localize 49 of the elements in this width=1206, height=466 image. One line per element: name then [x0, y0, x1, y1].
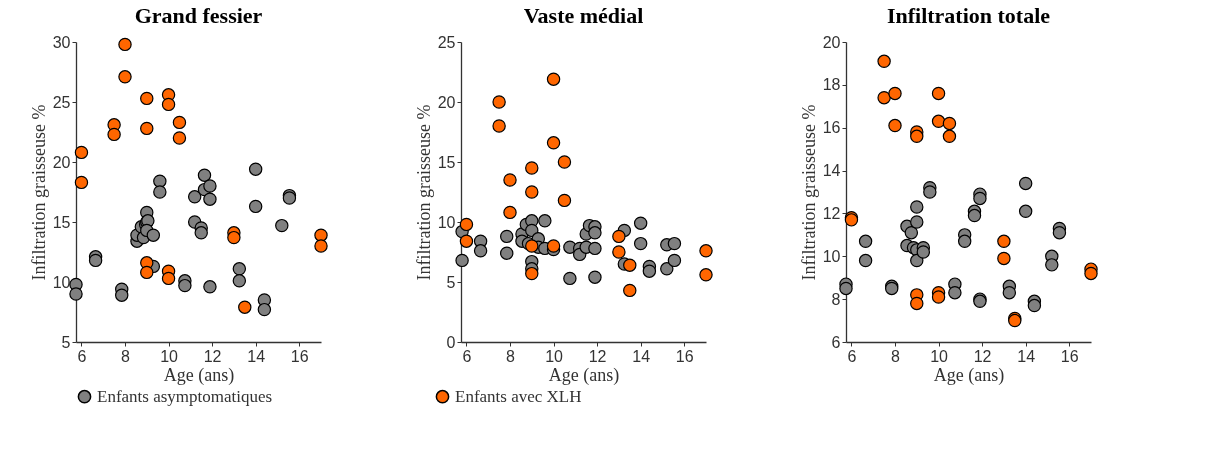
y-axis-title: Infiltration graisseuse % — [28, 104, 49, 281]
x-tick-label: 12 — [973, 347, 992, 365]
legend-label: Enfants asymptomatiques — [97, 386, 273, 406]
x-axis-title: Age (ans) — [548, 364, 620, 386]
y-tick-label: 25 — [52, 93, 71, 111]
y-tick-label: 20 — [822, 33, 841, 51]
y-tick-label: 12 — [822, 204, 841, 222]
y-axis-title: Infiltration graisseuse % — [413, 104, 434, 281]
y-tick-label: 0 — [446, 333, 456, 351]
y-tick-label: 5 — [61, 333, 71, 351]
y-tick-label: 20 — [52, 153, 71, 171]
chart-title: Infiltration totale — [886, 3, 1051, 28]
x-tick-label: 8 — [506, 347, 516, 365]
y-tick-label: 14 — [822, 162, 841, 180]
legend-label: Enfants avec XLH — [455, 386, 582, 406]
y-tick-label: 25 — [437, 33, 456, 51]
y-tick-label: 15 — [52, 213, 71, 231]
y-tick-label: 20 — [437, 93, 456, 111]
x-tick-label: 6 — [462, 347, 472, 365]
x-axis-title: Age (ans) — [163, 364, 235, 386]
y-tick-label: 10 — [437, 213, 456, 231]
x-axis-title: Age (ans) — [933, 364, 1005, 386]
x-tick-label: 14 — [247, 347, 266, 365]
x-tick-label: 6 — [77, 347, 87, 365]
x-tick-label: 10 — [545, 347, 564, 365]
x-tick-label: 6 — [847, 347, 857, 365]
y-axis-title: Infiltration graisseuse % — [798, 104, 819, 281]
chart-title: Vaste médial — [523, 3, 644, 28]
y-tick-label: 16 — [822, 119, 841, 137]
x-tick-label: 10 — [930, 347, 949, 365]
x-tick-label: 16 — [675, 347, 694, 365]
y-tick-label: 18 — [822, 76, 841, 94]
x-tick-label: 8 — [891, 347, 901, 365]
y-tick-label: 10 — [822, 247, 841, 265]
x-tick-label: 14 — [632, 347, 651, 365]
x-tick-label: 12 — [588, 347, 607, 365]
y-tick-label: 8 — [831, 290, 841, 308]
y-tick-label: 15 — [437, 153, 456, 171]
x-tick-label: 8 — [121, 347, 131, 365]
x-tick-label: 16 — [1060, 347, 1079, 365]
chart-title: Grand fessier — [134, 3, 263, 28]
y-tick-label: 10 — [52, 273, 71, 291]
y-tick-label: 30 — [52, 33, 71, 51]
x-tick-label: 12 — [203, 347, 222, 365]
y-tick-label: 6 — [831, 333, 841, 351]
y-tick-label: 5 — [446, 273, 456, 291]
x-tick-label: 16 — [290, 347, 309, 365]
x-tick-label: 14 — [1017, 347, 1036, 365]
x-tick-label: 10 — [160, 347, 179, 365]
